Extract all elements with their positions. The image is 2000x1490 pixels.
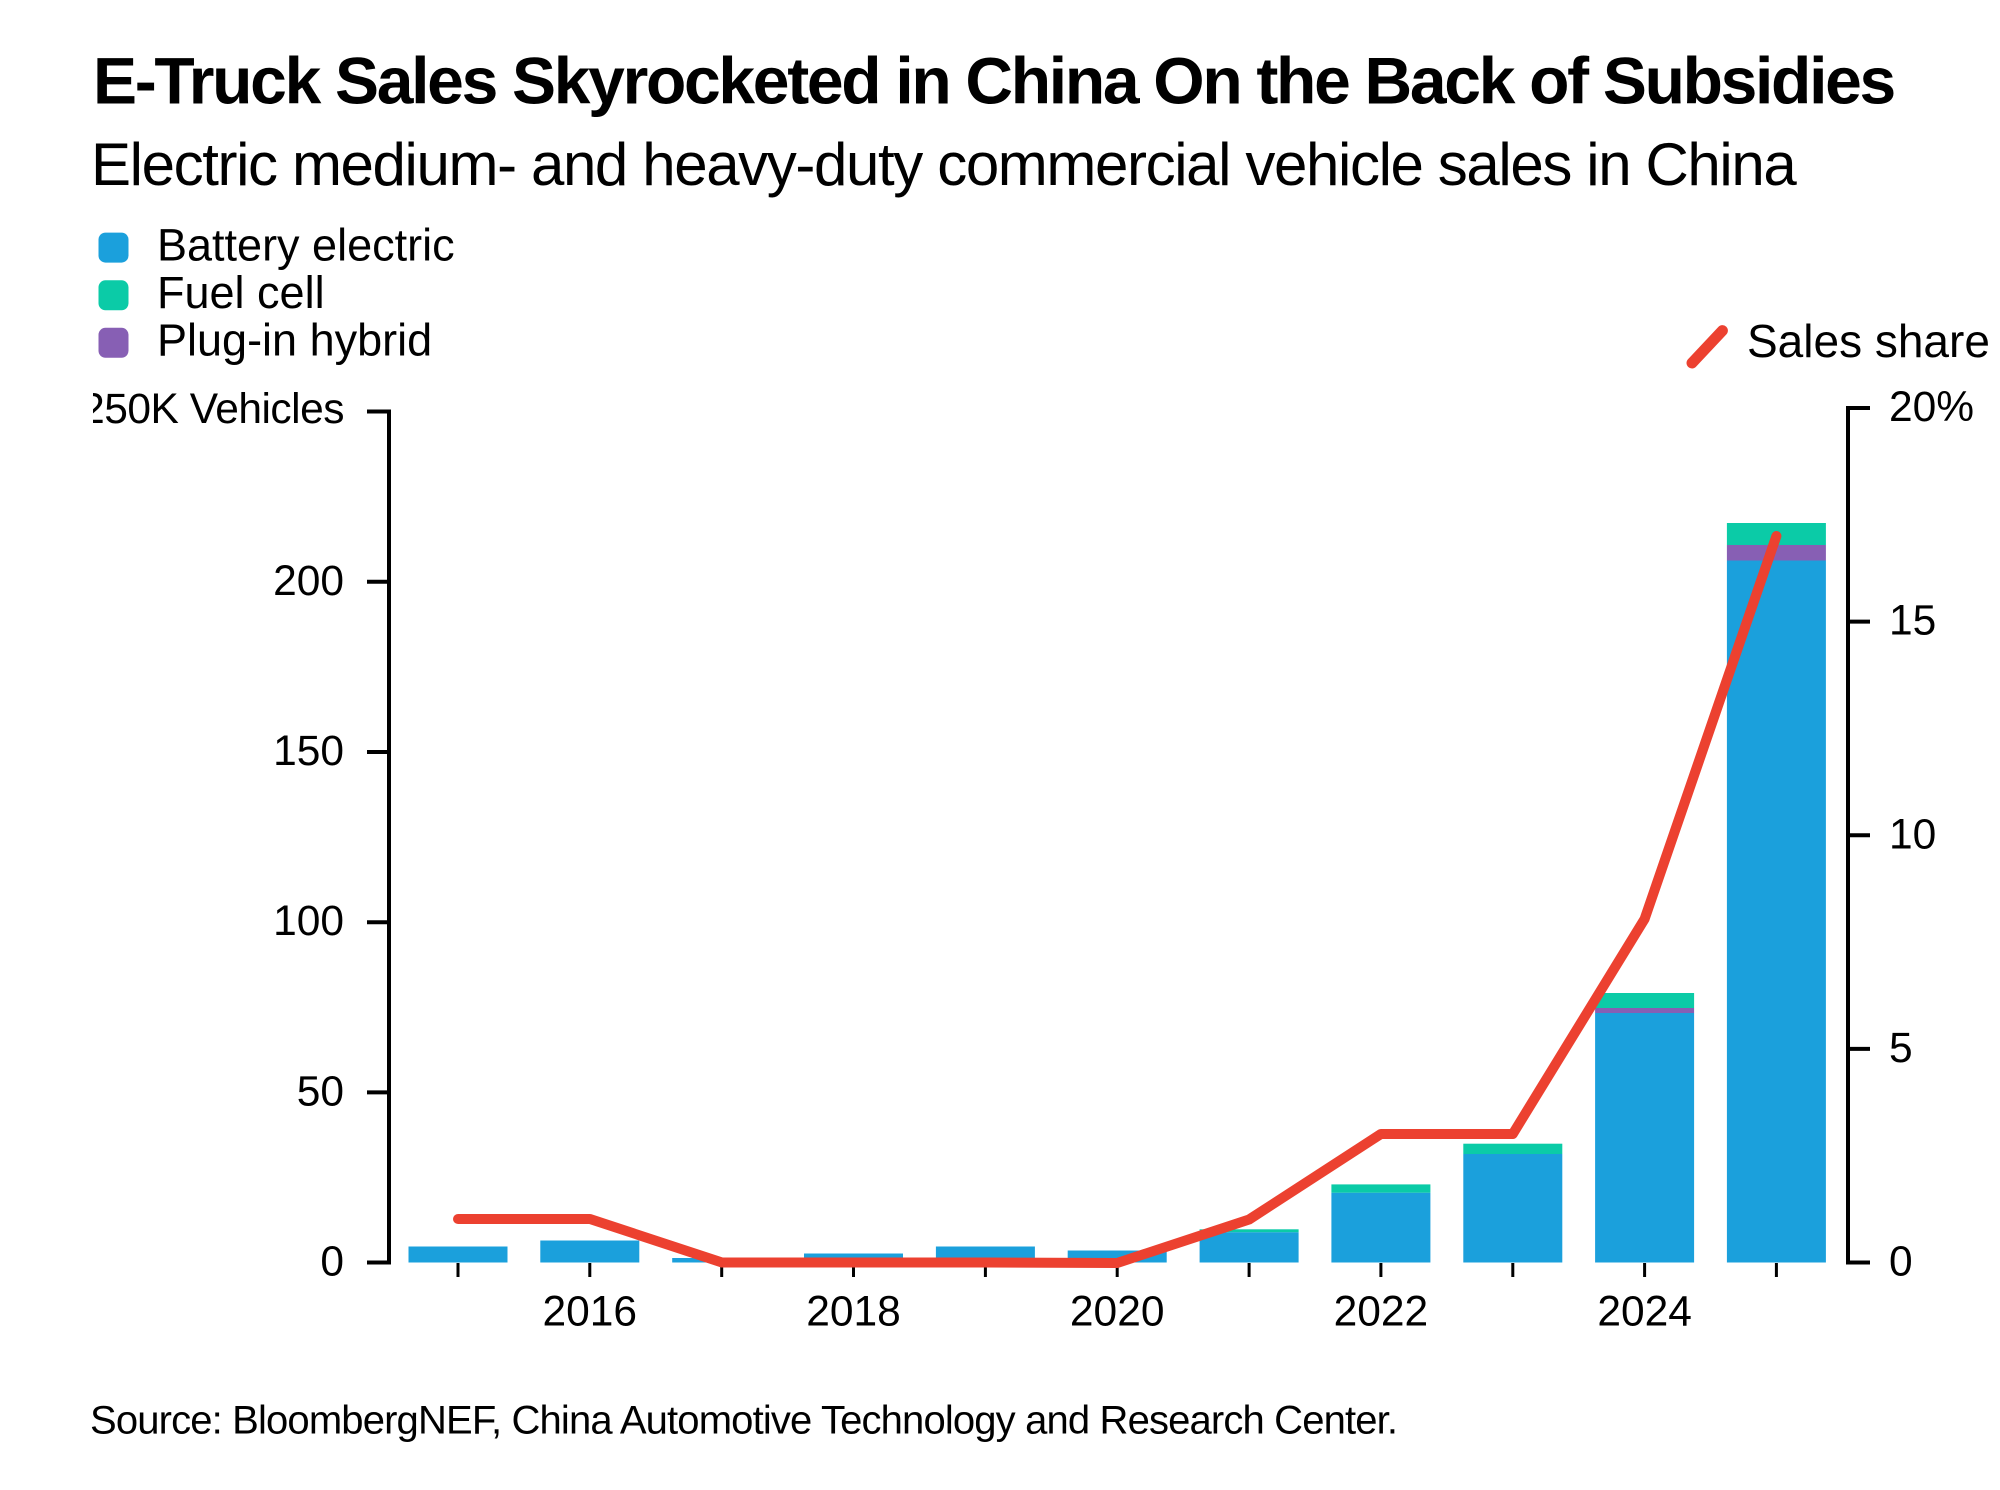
svg-text:2018: 2018 — [806, 1288, 901, 1335]
svg-text:Sales share: Sales share — [1747, 315, 1990, 367]
svg-text:Battery electric: Battery electric — [157, 219, 455, 270]
svg-text:E-Truck Sales Skyrocketed in C: E-Truck Sales Skyrocketed in China On th… — [93, 43, 1894, 117]
svg-text:2016: 2016 — [543, 1288, 638, 1335]
svg-text:200: 200 — [273, 558, 344, 605]
svg-text:Fuel cell: Fuel cell — [157, 267, 325, 318]
svg-text:10: 10 — [1889, 811, 1936, 858]
svg-text:2020: 2020 — [1070, 1288, 1165, 1335]
svg-text:50: 50 — [297, 1068, 344, 1115]
svg-text:5: 5 — [1889, 1025, 1913, 1072]
svg-text:2022: 2022 — [1334, 1288, 1429, 1335]
svg-text:20%: 20% — [1889, 384, 1974, 431]
svg-text:100: 100 — [273, 898, 344, 945]
svg-text:0: 0 — [320, 1239, 344, 1286]
svg-text:150: 150 — [273, 728, 344, 775]
svg-text:15: 15 — [1889, 598, 1936, 645]
svg-text:Electric medium- and heavy-dut: Electric medium- and heavy-duty commerci… — [91, 131, 1797, 198]
svg-text:250K Vehicles: 250K Vehicles — [81, 386, 344, 433]
svg-text:Plug-in hybrid: Plug-in hybrid — [157, 315, 432, 366]
svg-text:2024: 2024 — [1597, 1288, 1692, 1335]
svg-text:0: 0 — [1889, 1239, 1913, 1286]
svg-text:Source: BloombergNEF, China Au: Source: BloombergNEF, China Automotive T… — [90, 1399, 1397, 1443]
